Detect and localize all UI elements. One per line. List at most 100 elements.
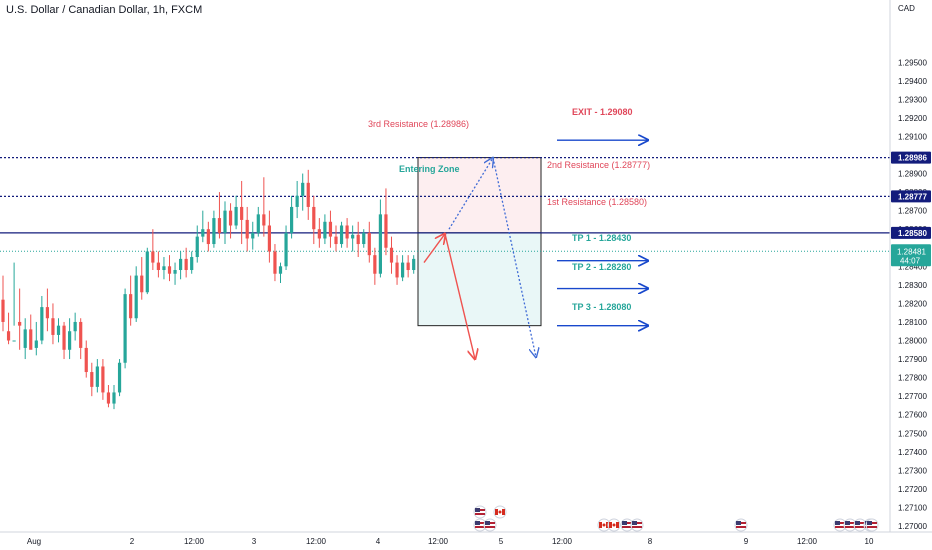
ca-flag-left-b2	[599, 522, 602, 528]
us-flag-stripe-b-b0	[475, 526, 485, 528]
price-tick-0: 1.29500	[898, 58, 927, 67]
time-axis[interactable]: Aug 2 12:00 3 12:00 4 12:00 5 12:00 8 9 12:00 10	[27, 537, 874, 546]
price-tick-16: 1.27900	[898, 355, 927, 364]
level-tag-text-1: 1.28777	[898, 192, 927, 201]
current-price-tag	[891, 244, 931, 267]
candle-body-18	[101, 366, 105, 393]
candle-body-12	[68, 331, 72, 350]
candle-body-41	[228, 210, 233, 226]
price-tick-17: 1.27800	[898, 374, 927, 383]
candle-body-56	[312, 206, 316, 230]
us-flag-stripe-b-b5	[632, 526, 642, 528]
candle-body-61	[339, 225, 344, 245]
time-tick-6: 12:00	[428, 537, 449, 546]
time-tick-5: 4	[376, 537, 381, 546]
candle-body-6	[34, 340, 38, 348]
r1-label: 1st Resistance (1.28580)	[547, 197, 647, 207]
candle-body-24	[134, 275, 138, 319]
candle-body-15	[84, 347, 88, 373]
us-flag-canton-b4	[622, 521, 627, 525]
tp2-label: TP 2 - 1.28280	[572, 262, 631, 272]
bullish-dotted-path	[448, 158, 493, 230]
candle-body-62	[345, 225, 349, 239]
time-tick-3: 3	[252, 537, 257, 546]
price-tick-3: 1.29200	[898, 114, 927, 123]
candle-body-38	[212, 218, 216, 245]
candle-body-17	[95, 366, 99, 387]
candle-body-48	[267, 225, 271, 252]
candle-body-53	[295, 195, 299, 207]
price-tick-6: 1.28900	[898, 170, 927, 179]
price-tick-21: 1.27400	[898, 448, 927, 457]
candle-body-14	[79, 321, 83, 348]
us-flag-canton-b12	[867, 521, 872, 525]
candle-body-11	[62, 325, 66, 350]
ca-flag-leaf-b2	[602, 523, 606, 527]
level-tag-2	[891, 226, 931, 239]
candle-body-30	[167, 266, 172, 274]
us-flag-stripe-b-b12	[867, 526, 877, 528]
candle-body-67	[373, 255, 377, 274]
candle-body-5	[29, 329, 33, 350]
us-flag-canton-b8	[845, 521, 850, 525]
us-flag-stripe-b-b6	[736, 526, 746, 528]
candle-body-59	[328, 221, 333, 237]
economic-events[interactable]	[473, 505, 879, 532]
ca-flag-right-b3	[616, 522, 619, 528]
entering-zone-lower	[417, 232, 542, 327]
candle-body-26	[145, 251, 149, 293]
candles	[1, 169, 416, 410]
current-price-countdown: 44:07	[900, 256, 921, 265]
candle-body-0	[1, 299, 5, 322]
candle-body-42	[234, 206, 238, 226]
candle-body-57	[317, 229, 321, 239]
candle-body-22	[123, 294, 127, 363]
candle-body-74	[412, 258, 416, 271]
candle-body-60	[334, 236, 338, 245]
us-flag-stripe-b-b9	[855, 526, 865, 528]
candle-body-7	[40, 307, 44, 341]
candle-body-55	[306, 182, 310, 207]
candle-body-37	[206, 229, 210, 245]
candle-body-51	[284, 232, 288, 267]
candle-body-54	[301, 182, 305, 196]
candle-body-72	[401, 262, 405, 278]
candle-body-66	[367, 232, 371, 256]
candle-body-64	[356, 234, 360, 245]
candle-body-70	[389, 247, 394, 263]
us-flag-stripe-b-0	[475, 513, 485, 515]
bearish-dotted-path	[492, 157, 536, 357]
price-axis[interactable]	[890, 0, 932, 550]
target-arrows	[557, 140, 648, 326]
candle-body-44	[245, 219, 249, 239]
entry-arrow	[423, 234, 445, 264]
us-flag-canton-0	[475, 508, 480, 512]
price-tick-1: 1.29400	[898, 77, 927, 86]
candle-body-20	[112, 392, 116, 404]
level-tag-0	[891, 151, 931, 164]
currency-label: CAD	[898, 4, 915, 13]
us-flag-canton-b6	[736, 521, 741, 525]
candle-body-71	[395, 262, 399, 278]
time-tick-7: 5	[499, 537, 504, 546]
candle-body-39	[217, 218, 222, 233]
candle-body-73	[406, 262, 410, 271]
ca-flag-leaf-b3	[612, 523, 616, 527]
price-tick-14: 1.28100	[898, 318, 927, 327]
ca-flag-left-b3	[609, 522, 612, 528]
ca-flag-leaf-1	[498, 510, 502, 514]
candle-body-4	[23, 329, 27, 348]
time-tick-10: 9	[744, 537, 749, 546]
price-tick-24: 1.27100	[898, 503, 927, 512]
candle-body-65	[362, 232, 366, 245]
candle-body-47	[262, 214, 266, 226]
time-tick-2: 12:00	[184, 537, 205, 546]
us-flag-stripe-b-b8	[845, 526, 855, 528]
level-tag-1	[891, 190, 931, 203]
candle-body-23	[129, 294, 133, 319]
price-tick-18: 1.27700	[898, 392, 927, 401]
candle-body-31	[173, 270, 177, 274]
candle-body-35	[195, 236, 199, 258]
